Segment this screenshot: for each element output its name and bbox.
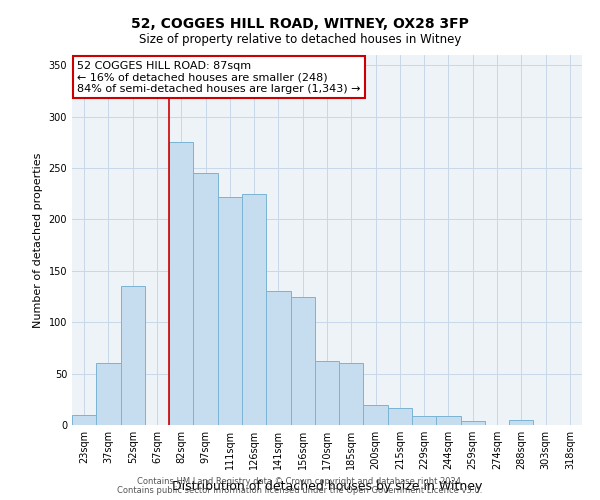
Bar xyxy=(315,362,339,425)
Bar xyxy=(412,416,436,425)
Bar xyxy=(121,286,145,425)
Bar xyxy=(461,421,485,425)
Bar xyxy=(218,197,242,425)
Bar xyxy=(72,414,96,425)
Bar xyxy=(242,194,266,425)
Text: Size of property relative to detached houses in Witney: Size of property relative to detached ho… xyxy=(139,32,461,46)
X-axis label: Distribution of detached houses by size in Witney: Distribution of detached houses by size … xyxy=(172,480,482,494)
Bar xyxy=(339,364,364,425)
Bar xyxy=(436,416,461,425)
Bar xyxy=(364,406,388,425)
Bar xyxy=(193,173,218,425)
Text: Contains public sector information licensed under the Open Government Licence v3: Contains public sector information licen… xyxy=(118,486,482,495)
Bar xyxy=(388,408,412,425)
Bar xyxy=(509,420,533,425)
Bar xyxy=(290,296,315,425)
Text: 52, COGGES HILL ROAD, WITNEY, OX28 3FP: 52, COGGES HILL ROAD, WITNEY, OX28 3FP xyxy=(131,18,469,32)
Y-axis label: Number of detached properties: Number of detached properties xyxy=(33,152,43,328)
Text: Contains HM Land Registry data © Crown copyright and database right 2024.: Contains HM Land Registry data © Crown c… xyxy=(137,477,463,486)
Bar xyxy=(169,142,193,425)
Bar xyxy=(96,364,121,425)
Bar xyxy=(266,292,290,425)
Text: 52 COGGES HILL ROAD: 87sqm
← 16% of detached houses are smaller (248)
84% of sem: 52 COGGES HILL ROAD: 87sqm ← 16% of deta… xyxy=(77,60,361,94)
